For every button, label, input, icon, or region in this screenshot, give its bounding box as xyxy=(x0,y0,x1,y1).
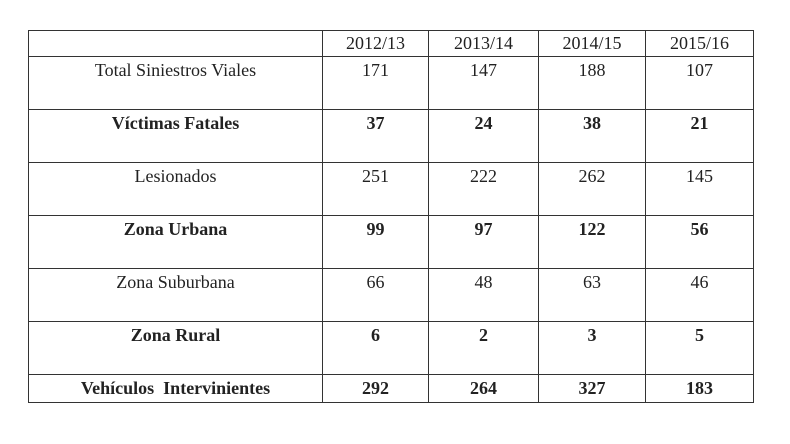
value-cell: 6 xyxy=(322,321,429,375)
value-cell: 145 xyxy=(645,162,754,216)
value-cell: 48 xyxy=(428,268,539,322)
value-cell: 183 xyxy=(645,374,754,403)
header-row: 2012/13 2013/14 2014/15 2015/16 xyxy=(28,30,754,57)
value-cell: 171 xyxy=(322,56,429,110)
column-header: 2014/15 xyxy=(538,30,646,57)
table-row: Zona Suburbana 66 48 63 46 xyxy=(28,268,754,322)
table-row: Zona Urbana 99 97 122 56 xyxy=(28,215,754,269)
value-cell: 222 xyxy=(428,162,539,216)
value-cell: 251 xyxy=(322,162,429,216)
value-cell: 107 xyxy=(645,56,754,110)
row-label: Zona Suburbana xyxy=(28,268,323,322)
value-cell: 46 xyxy=(645,268,754,322)
table-row: Víctimas Fatales 37 24 38 21 xyxy=(28,109,754,163)
value-cell: 264 xyxy=(428,374,539,403)
value-cell: 63 xyxy=(538,268,646,322)
table-body: 2012/13 2013/14 2014/15 2015/16 Total Sinies… xyxy=(28,30,754,403)
value-cell: 292 xyxy=(322,374,429,403)
value-cell: 56 xyxy=(645,215,754,269)
value-cell: 21 xyxy=(645,109,754,163)
value-cell: 262 xyxy=(538,162,646,216)
value-cell: 327 xyxy=(538,374,646,403)
value-cell: 97 xyxy=(428,215,539,269)
table-row: Vehículos Intervinientes 292 264 327 183 xyxy=(28,374,754,403)
row-label: Zona Rural xyxy=(28,321,323,375)
value-cell: 188 xyxy=(538,56,646,110)
table-row: Zona Rural 6 2 3 5 xyxy=(28,321,754,375)
value-cell: 3 xyxy=(538,321,646,375)
column-header: 2012/13 xyxy=(322,30,429,57)
value-cell: 2 xyxy=(428,321,539,375)
value-cell: 5 xyxy=(645,321,754,375)
value-cell: 66 xyxy=(322,268,429,322)
row-label: Víctimas Fatales xyxy=(28,109,323,163)
value-cell: 37 xyxy=(322,109,429,163)
column-header: 2013/14 xyxy=(428,30,539,57)
row-label: Lesionados xyxy=(28,162,323,216)
table-row: Total Siniestros Viales 171 147 188 107 xyxy=(28,56,754,110)
corner-cell xyxy=(28,30,323,57)
row-label: Total Siniestros Viales xyxy=(28,56,323,110)
row-label: Zona Urbana xyxy=(28,215,323,269)
data-table: 2012/13 2013/14 2014/15 2015/16 Total Sinies… xyxy=(28,30,754,403)
row-label: Vehículos Intervinientes xyxy=(28,374,323,403)
value-cell: 38 xyxy=(538,109,646,163)
column-header: 2015/16 xyxy=(645,30,754,57)
value-cell: 24 xyxy=(428,109,539,163)
table-row: Lesionados 251 222 262 145 xyxy=(28,162,754,216)
value-cell: 122 xyxy=(538,215,646,269)
value-cell: 147 xyxy=(428,56,539,110)
value-cell: 99 xyxy=(322,215,429,269)
